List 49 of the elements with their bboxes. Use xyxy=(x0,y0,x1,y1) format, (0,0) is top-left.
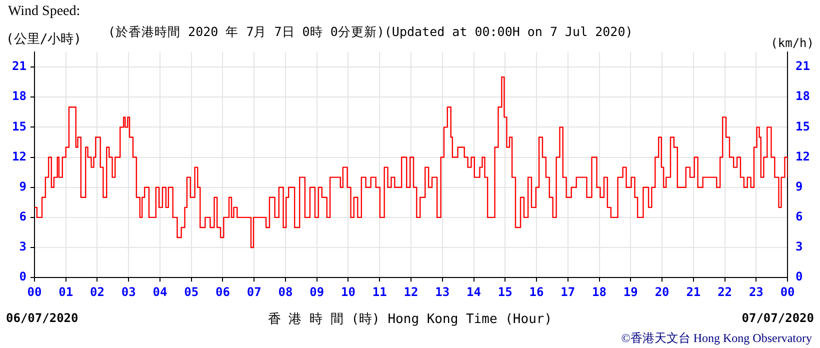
x-tick-label: 06 xyxy=(216,284,230,299)
x-tick-label: 19 xyxy=(623,284,638,299)
x-tick-label: 01 xyxy=(58,284,74,299)
y-tick-label: 9 xyxy=(19,179,26,194)
x-tick-label: 14 xyxy=(466,284,481,299)
chart-title: Wind Speed: xyxy=(8,4,80,20)
y2-tick-label: 12 xyxy=(796,149,810,164)
x-tick-label: 08 xyxy=(278,284,293,299)
text: ©香港天文台 Hong Kong Observatory xyxy=(621,330,812,347)
x-tick-label: 04 xyxy=(152,284,168,299)
x-axis-title: 香 港 時 間 (時) Hong Kong Time (Hour) xyxy=(268,312,552,327)
y-tick-label: 18 xyxy=(12,89,26,104)
y2-tick-label: 3 xyxy=(796,240,803,254)
x-tick-label: 11 xyxy=(372,284,387,299)
y-tick-label: 15 xyxy=(12,119,26,134)
y2-tick-label: 9 xyxy=(796,179,803,194)
y-tick-label: 3 xyxy=(19,240,26,254)
x-tick-label: 18 xyxy=(592,284,606,299)
y-tick-label: 0 xyxy=(19,270,26,284)
x-tick-label: 12 xyxy=(404,284,418,299)
x-tick-label: 17 xyxy=(560,284,576,299)
y2-tick-label: 18 xyxy=(796,89,810,104)
x-tick-label: 22 xyxy=(718,284,732,299)
x-tick-label: 13 xyxy=(435,284,450,299)
x-tick-label: 03 xyxy=(121,284,136,299)
x-tick-label: 09 xyxy=(310,284,324,299)
text: 07/07/2020 xyxy=(742,311,814,325)
chart-subtitle: (於香港時間 2020 年 7月 7日 0時 0分更新)(Updated at 00:00H on 7 Jul 2020) xyxy=(108,24,633,41)
y-axis-title: (公里/小時) xyxy=(6,31,82,48)
x-tick-label: 02 xyxy=(90,284,104,299)
x-tick-label: 00 xyxy=(27,284,42,299)
text: 06/07/2020 xyxy=(6,311,78,325)
y2-tick-label: 21 xyxy=(796,59,810,74)
y2-tick-label: 6 xyxy=(796,210,803,224)
x-tick-label: 15 xyxy=(498,284,512,299)
y-tick-label: 21 xyxy=(12,59,26,74)
y-tick-label: 12 xyxy=(12,149,26,164)
y2-tick-label: 15 xyxy=(796,119,810,134)
x-tick-label: 23 xyxy=(748,284,764,299)
x-tick-label: 05 xyxy=(184,284,199,299)
x-tick-label: 21 xyxy=(686,284,701,299)
x-tick-label: 00 xyxy=(780,284,795,299)
x-tick-label: 16 xyxy=(529,284,544,299)
x-tick-label: 10 xyxy=(341,284,356,299)
y2-axis-title: (km/h) xyxy=(770,36,814,50)
y2-tick-label: 0 xyxy=(796,270,803,284)
x-tick-label: 07 xyxy=(246,284,262,299)
x-tick-label: 20 xyxy=(654,284,670,299)
y-tick-label: 6 xyxy=(19,210,26,224)
